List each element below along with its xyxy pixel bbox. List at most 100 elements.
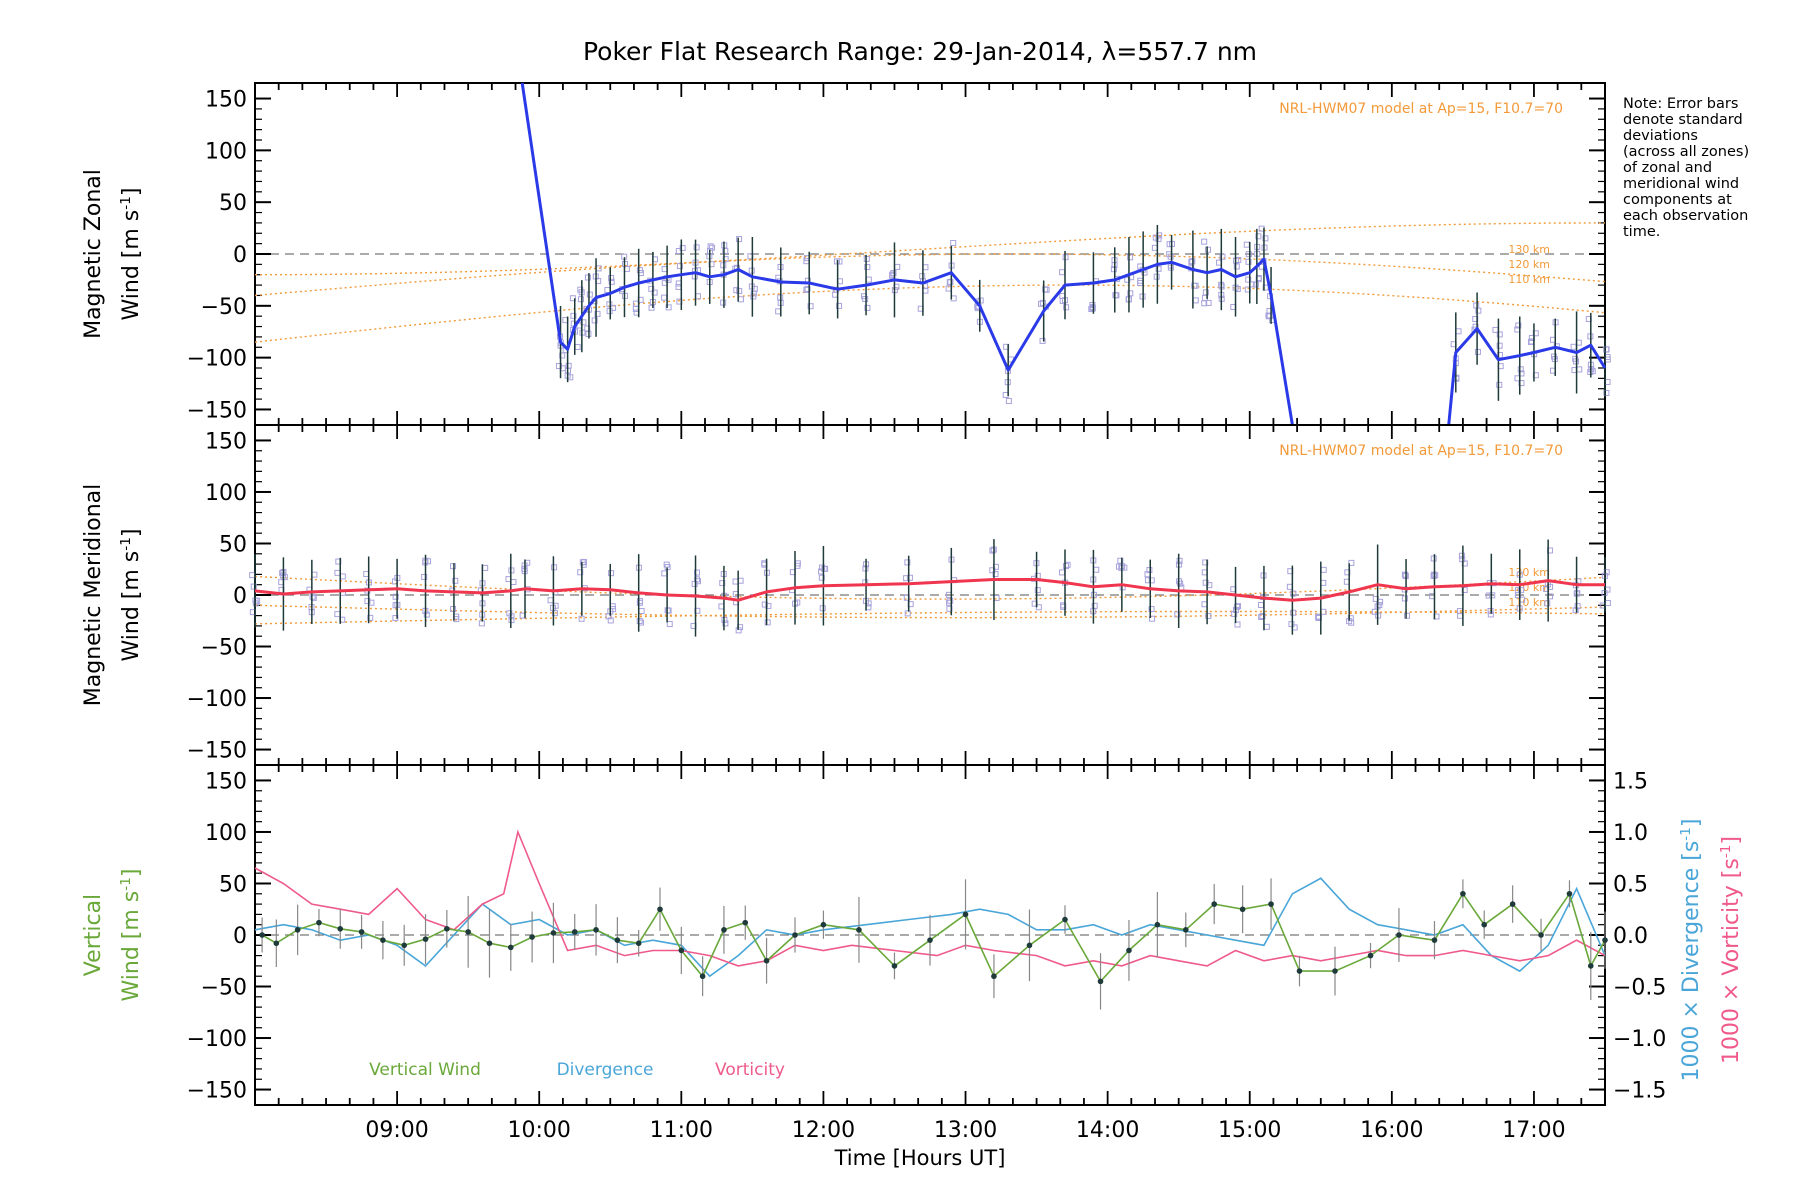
y-axis-label-line1-main: Magnetic Meridional	[81, 484, 106, 706]
divergence-axis-label: 1000 × Divergence [s-1]	[1678, 819, 1704, 1082]
zone-point	[679, 244, 686, 251]
zone-point	[661, 570, 668, 577]
zone-point	[694, 569, 701, 576]
vertical-wind-point	[529, 934, 535, 940]
x-tick-label: 17:00	[1502, 1118, 1565, 1143]
chart-title: Poker Flat Research Range: 29-Jan-2014, …	[583, 37, 1257, 66]
y-tick-label: 50	[219, 191, 247, 216]
zone-point	[1243, 241, 1250, 248]
zone-point	[637, 598, 644, 605]
y-tick-label: 0	[233, 924, 247, 949]
x-tick-label: 11:00	[650, 1118, 713, 1143]
legend-item-0: Vertical Wind	[369, 1060, 481, 1080]
zone-point	[1155, 236, 1162, 243]
zone-point	[822, 565, 829, 572]
zone-point	[1551, 353, 1558, 360]
zone-point	[638, 608, 645, 615]
zone-point	[586, 291, 593, 298]
zone-point	[1205, 613, 1212, 620]
x-tick-label: 10:00	[508, 1118, 571, 1143]
model-curve-1	[254, 253, 1606, 297]
vertical-wind-label-line2: Wind [m s-1]	[118, 869, 144, 1002]
zone-point	[1252, 281, 1259, 288]
vertical-wind-point	[1431, 937, 1438, 943]
zone-point	[1176, 557, 1183, 564]
vertical-wind-point	[401, 942, 408, 949]
model-altitude-label: 130 km	[1508, 566, 1550, 579]
zone-point	[559, 352, 566, 359]
zone-point	[666, 621, 673, 628]
zone-point	[1401, 595, 1408, 602]
zone-point	[1404, 612, 1411, 619]
vertical-wind-point	[699, 973, 706, 980]
y-axis-label-line1: Magnetic Meridional	[81, 484, 106, 706]
vertical-wind-point	[927, 937, 933, 943]
zone-point	[1039, 337, 1046, 344]
model-label: NRL-HWM07 model at Ap=15, F10.7=70	[1279, 101, 1563, 117]
zone-point	[1290, 609, 1297, 616]
zonal-wind-line-0	[520, 82, 1294, 426]
zone-point	[506, 610, 513, 617]
zone-point	[452, 577, 459, 584]
zone-point	[1191, 282, 1198, 289]
y-tick-label: −150	[187, 739, 247, 764]
vertical-wind-point	[1268, 901, 1274, 907]
vertical-wind-point	[422, 936, 429, 942]
y2-tick-label: −0.5	[1613, 976, 1666, 1001]
zone-point	[950, 239, 957, 246]
vertical-wind-point	[273, 940, 280, 947]
zone-point	[551, 610, 558, 617]
zone-point	[423, 611, 430, 618]
zone-point	[1544, 600, 1551, 607]
zone-point	[636, 617, 643, 624]
zone-point	[1231, 610, 1238, 617]
zone-point	[1286, 583, 1293, 590]
y-tick-label: −50	[201, 976, 247, 1001]
zone-point	[1259, 613, 1266, 620]
vertical-wind-panel: 150 100 50 0 −50 −100 −150 1.5 1.0 0.5 0.0 −0.5 −1.0…	[81, 764, 1744, 1106]
zone-point	[1063, 304, 1070, 311]
vertical-wind-point	[1126, 947, 1132, 954]
zone-point	[1059, 569, 1066, 576]
zone-point	[720, 299, 727, 306]
zone-point	[339, 573, 346, 580]
vorticity-axis-label: 1000 × Vorticity [s-1]	[1718, 836, 1744, 1064]
zone-point	[904, 610, 911, 617]
y-tick-label: 150	[205, 429, 247, 454]
y-tick-label: 0	[233, 584, 247, 609]
zone-point	[1604, 600, 1611, 607]
zone-point	[250, 583, 257, 590]
y-axis-label-line2-close: ]	[119, 529, 144, 538]
zone-point	[804, 285, 811, 292]
zone-point	[737, 296, 744, 303]
zone-point	[249, 572, 256, 579]
zone-point	[648, 285, 655, 292]
zone-point	[719, 580, 726, 587]
vertical-wind-point	[316, 919, 322, 926]
zone-point	[1288, 621, 1295, 628]
zone-point	[1376, 602, 1383, 609]
divergence-axis-label-close: ]	[1679, 819, 1704, 828]
y-tick-label: 0	[233, 243, 247, 268]
x-axis-label: Time [Hours UT]	[834, 1146, 1006, 1170]
divergence-axis-label-main: 1000 × Divergence [s	[1679, 841, 1704, 1082]
divergence-line	[254, 877, 1606, 978]
zone-point	[1348, 559, 1355, 566]
zone-point	[1245, 251, 1252, 258]
zone-point	[1572, 607, 1579, 614]
model-curve-2	[254, 284, 1606, 343]
zone-point	[1245, 276, 1252, 283]
zone-point	[450, 563, 457, 570]
zone-point	[736, 236, 743, 243]
zone-point	[579, 559, 586, 566]
zone-point	[707, 243, 714, 250]
zone-point	[1059, 269, 1066, 276]
zone-point	[1201, 601, 1208, 608]
y-tick-label: 100	[205, 139, 247, 164]
zone-point	[1205, 246, 1212, 253]
vertical-wind-point	[444, 926, 450, 932]
zone-point	[392, 602, 399, 609]
y-tick-label: 100	[205, 821, 247, 846]
zone-point	[1320, 566, 1327, 573]
vertical-wind-point	[1587, 963, 1594, 969]
